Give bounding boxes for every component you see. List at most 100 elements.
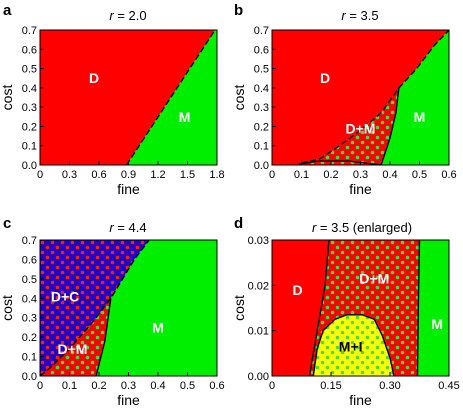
title-variable: r <box>109 8 114 23</box>
panel-title: r = 4.4 <box>109 220 146 235</box>
region-d-plus-m <box>298 87 399 165</box>
region-label: M <box>431 316 443 332</box>
y-tick-label: 0.1 <box>254 141 269 153</box>
region-m <box>381 30 449 165</box>
phase-boundary-solid <box>95 298 112 376</box>
y-tick-label: 0.5 <box>254 64 269 76</box>
region-d <box>272 30 449 165</box>
y-tick-label: 0.1 <box>22 141 37 153</box>
region-label: M <box>414 109 426 125</box>
phase-boundary-solid <box>380 87 400 165</box>
x-tick-label: 0.4 <box>150 380 165 392</box>
phase-boundary-dashed <box>301 30 449 164</box>
title-variable: r <box>109 220 114 235</box>
y-tick-label: 0.3 <box>22 102 37 114</box>
y-tick-label: 0.4 <box>22 293 37 305</box>
x-tick-label: 0.1 <box>62 380 77 392</box>
panel-b: D D+M M 0 0.1 0.2 0.3 0.4 0.5 0.6 0.0 0.1 0.2 0.3 0.4 0… <box>231 2 457 197</box>
title-value: = 4.4 <box>114 220 147 235</box>
title-value: = 2.0 <box>114 8 147 23</box>
x-tick-label: 1.5 <box>180 169 195 181</box>
x-axis-label: fine <box>349 392 372 408</box>
y-axis-label: cost <box>231 295 247 321</box>
phase-boundary-solid <box>416 240 421 376</box>
plot-area <box>272 240 449 376</box>
y-axis-label: cost <box>0 85 15 111</box>
y-tick-label: 0.5 <box>22 274 37 286</box>
x-tick-label: 0.6 <box>91 169 106 181</box>
panel-letter: c <box>3 215 11 232</box>
region-m-plus-i <box>313 314 394 376</box>
x-tick-label: 1.8 <box>209 169 224 181</box>
x-tick-label: 0.5 <box>412 169 427 181</box>
x-tick-label: 0.3 <box>121 380 136 392</box>
y-tick-label: 0.00 <box>248 371 269 383</box>
x-tick-label: 1.2 <box>150 169 165 181</box>
title-value: = 3.5 <box>346 8 379 23</box>
x-tick-label: 0.5 <box>180 380 195 392</box>
phase-boundary-solid <box>312 314 395 376</box>
region-label: M+I <box>339 339 363 355</box>
y-tick-label: 0.6 <box>254 44 269 56</box>
y-tick-label: 0.0 <box>22 371 37 383</box>
phase-boundary-dashed <box>40 240 150 376</box>
x-tick-label: 0.2 <box>91 380 106 392</box>
y-tick-label: 0.7 <box>254 25 269 37</box>
region-label: D <box>320 70 330 86</box>
x-tick-label: 0.3 <box>62 169 77 181</box>
x-tick-label: 0.15 <box>320 380 341 392</box>
region-d-plus-c <box>40 240 150 376</box>
region-label: D <box>293 282 303 298</box>
x-tick-label: 0.9 <box>121 169 136 181</box>
y-tick-label: 0.6 <box>22 254 37 266</box>
y-tick-label: 0.6 <box>22 44 37 56</box>
x-tick-label: 0.6 <box>441 169 456 181</box>
panel-d: D D+M M+I M 0 0.15 0.30 0.45 0.00 0.01 0.02 0.03 fin… <box>231 215 460 408</box>
panel-title: r = 3.5 <box>341 8 378 23</box>
region-label: D <box>89 70 99 86</box>
y-tick-label: 0.0 <box>254 160 269 172</box>
title-variable: r <box>312 220 317 235</box>
title-variable: r <box>341 8 346 23</box>
plot-area <box>40 240 217 376</box>
x-tick-label: 0.30 <box>379 380 400 392</box>
panel-title: r = 2.0 <box>109 8 146 23</box>
phase-boundary-solid <box>308 240 330 376</box>
x-tick-label: 0.45 <box>438 380 459 392</box>
x-tick-label: 0 <box>37 380 43 392</box>
panel-letter: d <box>234 215 243 232</box>
x-axis-label: fine <box>349 181 372 197</box>
y-tick-label: 0.2 <box>254 121 269 133</box>
region-label: D+C <box>51 288 79 304</box>
region-label: D+M <box>57 341 87 357</box>
y-tick-label: 0.2 <box>22 121 37 133</box>
axes-frame <box>271 239 450 377</box>
panel-letter: b <box>234 2 243 19</box>
x-tick-label: 0 <box>269 169 275 181</box>
y-tick-label: 0.2 <box>22 332 37 344</box>
y-tick-label: 0.3 <box>22 313 37 325</box>
y-axis-label: cost <box>0 295 15 321</box>
plot-area <box>272 30 449 165</box>
x-axis-label: fine <box>117 181 140 197</box>
region-label: M <box>152 319 164 335</box>
y-tick-label: 0.4 <box>254 83 269 95</box>
y-tick-label: 0.01 <box>248 326 269 338</box>
region-m <box>417 240 449 376</box>
region-d <box>40 30 215 165</box>
x-tick-label: 0.2 <box>323 169 338 181</box>
phase-boundary-solid <box>298 160 382 165</box>
plot-area <box>40 30 217 165</box>
panel-title: r = 3.5 (enlarged) <box>312 220 412 235</box>
x-tick-label: 0.3 <box>353 169 368 181</box>
region-d-plus-m <box>40 298 111 376</box>
y-tick-label: 0.02 <box>248 280 269 292</box>
y-axis-label: cost <box>231 85 247 111</box>
panel-letter: a <box>3 2 12 19</box>
y-tick-label: 0.1 <box>22 352 37 364</box>
title-value: = 3.5 (enlarged) <box>316 220 412 235</box>
y-tick-label: 0.5 <box>22 64 37 76</box>
x-tick-label: 0 <box>37 169 43 181</box>
region-label: D+M <box>346 120 376 136</box>
